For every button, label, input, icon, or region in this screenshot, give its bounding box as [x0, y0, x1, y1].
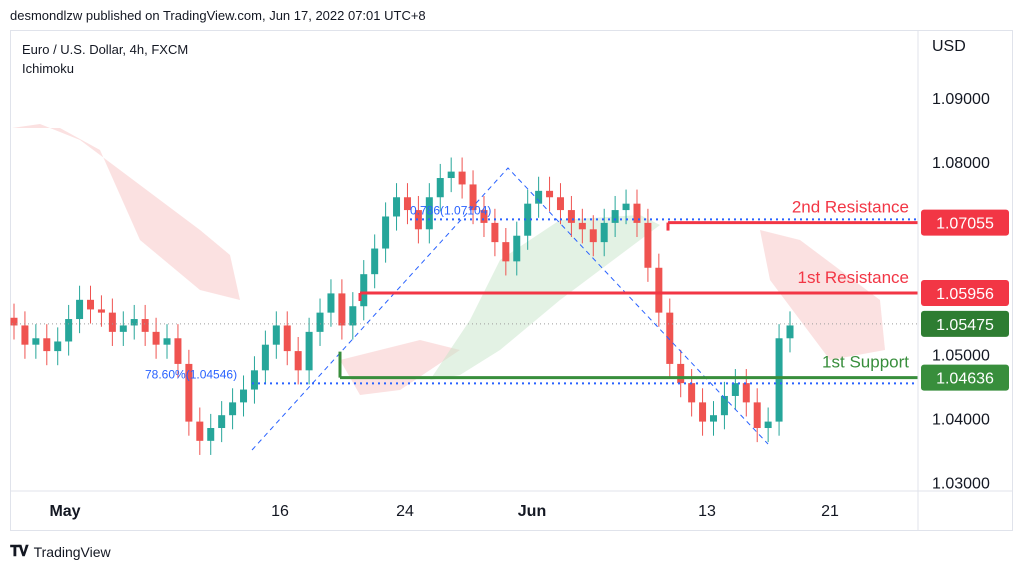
footer: 𝐓𝐕 TradingView	[10, 543, 111, 560]
tradingview-logo-icon: 𝐓𝐕	[10, 543, 29, 560]
publish-info: desmondlzw published on TradingView.com,…	[10, 8, 426, 23]
currency-label: USD	[932, 38, 966, 55]
indicator-label[interactable]: Ichimoku	[22, 61, 75, 76]
chart-frame	[10, 30, 1013, 531]
symbol-title[interactable]: Euro / U.S. Dollar, 4h, FXCM	[22, 42, 189, 57]
brand-name: TradingView	[33, 543, 111, 560]
